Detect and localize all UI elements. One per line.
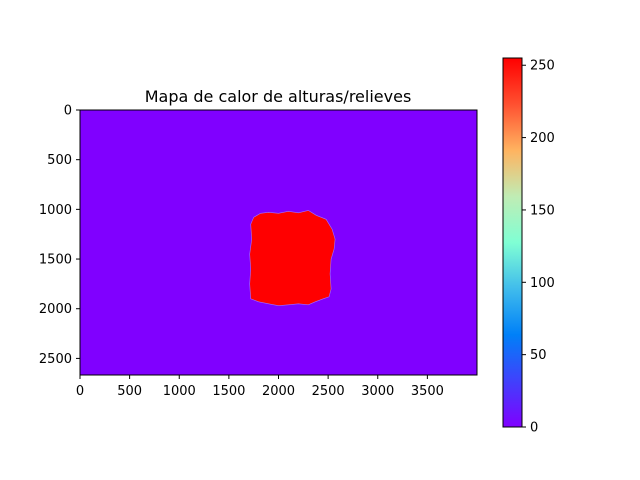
y-tick-label: 0	[64, 104, 72, 119]
colorbar-frame	[502, 57, 523, 428]
heatmap-region	[249, 210, 336, 307]
y-tick-label: 2500	[39, 352, 72, 367]
colorbar: 0 50 100 150 200 250	[502, 57, 555, 436]
x-tick-label: 2500	[312, 384, 345, 399]
x-tick-label: 2000	[262, 384, 295, 399]
chart-title: Mapa de calor de alturas/relieves	[145, 87, 412, 106]
colorbar-tick-label: 150	[530, 203, 555, 218]
x-tick-label: 0	[76, 384, 84, 399]
y-tick-label: 1000	[39, 203, 72, 218]
colorbar-tick-label: 200	[530, 131, 555, 146]
y-tick-label: 2000	[39, 302, 72, 317]
x-tick-label: 3000	[361, 384, 394, 399]
y-tick-label: 1500	[39, 253, 72, 268]
x-tick-label: 3500	[411, 384, 444, 399]
x-tick-label: 500	[117, 384, 142, 399]
plot-area	[79, 109, 478, 376]
x-tick-label: 1000	[163, 384, 196, 399]
colorbar-tick-label: 50	[530, 348, 547, 363]
colorbar-tick-label: 250	[530, 59, 555, 74]
x-axis: 0 500 1000 1500 2000 2500 3000 3500	[76, 375, 444, 399]
colorbar-tick-label: 100	[530, 276, 555, 291]
colorbar-gradient	[503, 58, 522, 427]
colorbar-tick-label: 0	[530, 421, 538, 436]
y-axis: 0 500 1000 1500 2000 2500	[39, 104, 80, 367]
x-tick-label: 1500	[212, 384, 245, 399]
y-tick-label: 500	[47, 153, 72, 168]
